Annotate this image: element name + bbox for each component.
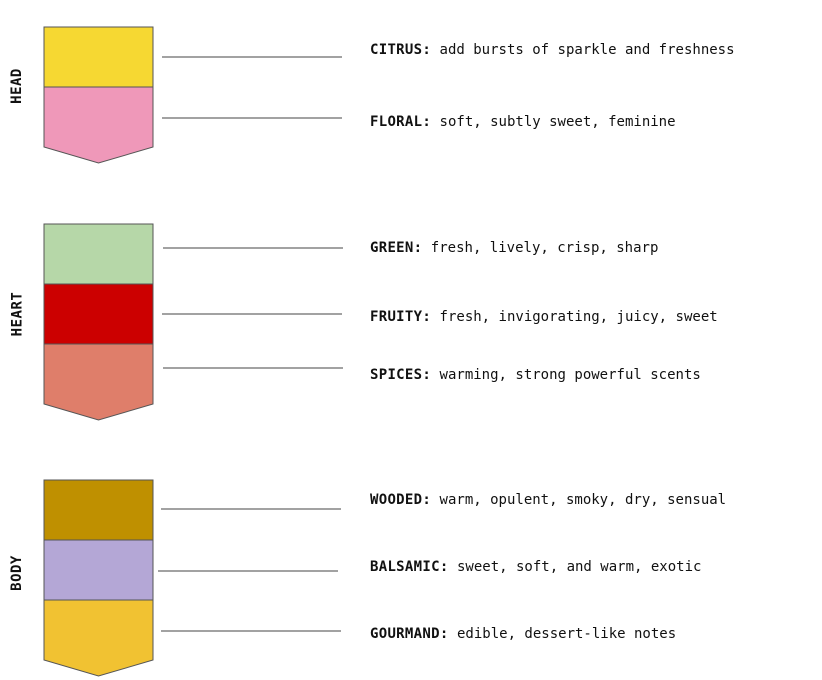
note-segment-balsamic — [43, 539, 154, 601]
note-description: fresh, lively, crisp, sharp — [422, 240, 659, 256]
note-description: add bursts of sparkle and freshness — [431, 42, 735, 58]
note-label-spices: SPICES: warming, strong powerful scents — [370, 366, 701, 384]
note-name: BALSAMIC: — [370, 559, 449, 575]
note-description: warming, strong powerful scents — [431, 367, 701, 383]
note-label-gourmand: GOURMAND: edible, dessert-like notes — [370, 625, 676, 643]
note-name: FRUITY: — [370, 309, 432, 325]
note-segment-wooded — [43, 479, 154, 541]
note-description: edible, dessert-like notes — [448, 626, 677, 642]
note-segment-gourmand — [43, 599, 154, 677]
note-segment-green — [43, 223, 154, 285]
group-label-heart: HEART — [8, 291, 25, 337]
note-segment-spices — [43, 343, 154, 421]
group-label-body: BODY — [8, 555, 25, 591]
note-name: WOODED: — [370, 492, 432, 508]
note-name: FLORAL: — [370, 114, 432, 130]
note-name: SPICES: — [370, 367, 432, 383]
note-name: GREEN: — [370, 240, 423, 256]
note-label-citrus: CITRUS: add bursts of sparkle and freshn… — [370, 41, 735, 59]
note-description: soft, subtly sweet, feminine — [431, 114, 676, 130]
note-segment-citrus — [43, 26, 154, 88]
note-label-balsamic: BALSAMIC: sweet, soft, and warm, exotic — [370, 558, 701, 576]
note-name: CITRUS: — [370, 42, 432, 58]
group-label-head: HEAD — [8, 68, 25, 104]
note-label-wooded: WOODED: warm, opulent, smoky, dry, sensu… — [370, 491, 726, 509]
note-segment-floral — [43, 86, 154, 164]
note-description: warm, opulent, smoky, dry, sensual — [431, 492, 727, 508]
note-description: fresh, invigorating, juicy, sweet — [431, 309, 718, 325]
group-heart — [43, 223, 343, 421]
note-label-floral: FLORAL: soft, subtly sweet, feminine — [370, 113, 676, 131]
note-description: sweet, soft, and warm, exotic — [448, 559, 702, 575]
group-head — [43, 26, 342, 164]
note-label-green: GREEN: fresh, lively, crisp, sharp — [370, 239, 658, 257]
note-segment-fruity — [43, 283, 154, 345]
note-name: GOURMAND: — [370, 626, 449, 642]
group-body — [43, 479, 341, 677]
note-label-fruity: FRUITY: fresh, invigorating, juicy, swee… — [370, 308, 718, 326]
